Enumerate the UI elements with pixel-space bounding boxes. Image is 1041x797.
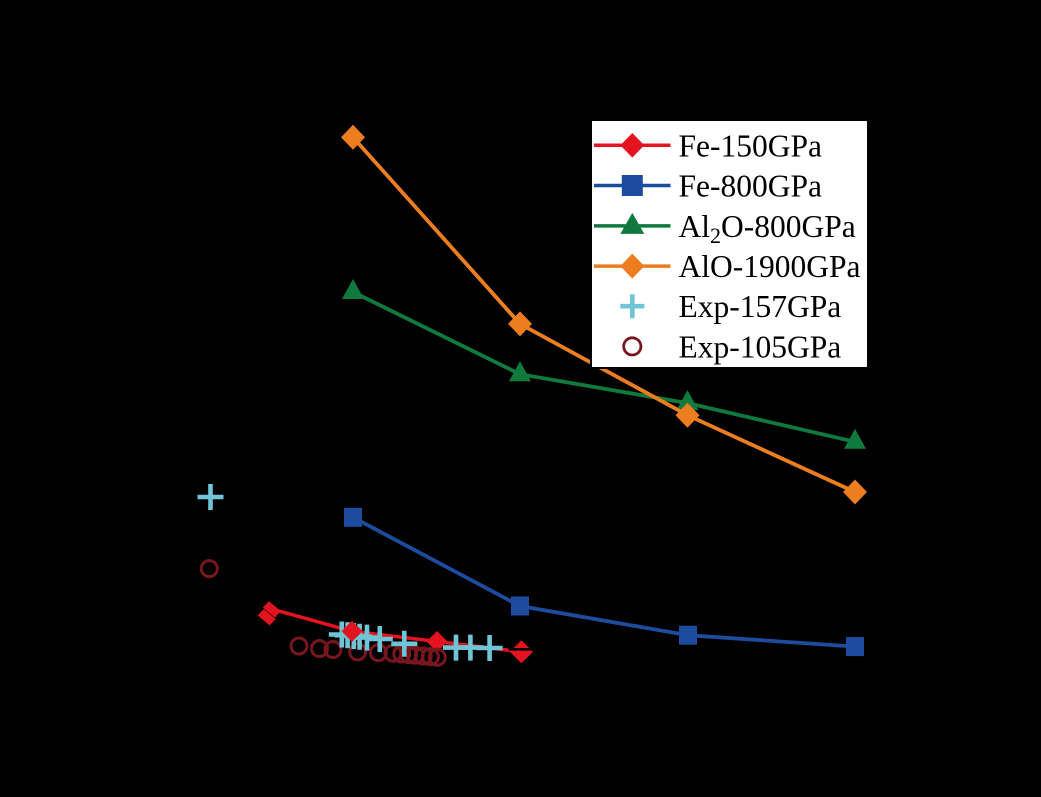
svg-text:AlO-1900GPa: AlO-1900GPa xyxy=(679,249,861,284)
svg-text:Al2O-800GPa: Al2O-800GPa xyxy=(679,209,856,248)
svg-text:Fe-150GPa: Fe-150GPa xyxy=(679,128,823,163)
svg-text:Exp-157GPa: Exp-157GPa xyxy=(679,289,842,324)
svg-text:Exp-105GPa: Exp-105GPa xyxy=(679,329,842,364)
svg-text:Fe-800GPa: Fe-800GPa xyxy=(679,169,823,204)
